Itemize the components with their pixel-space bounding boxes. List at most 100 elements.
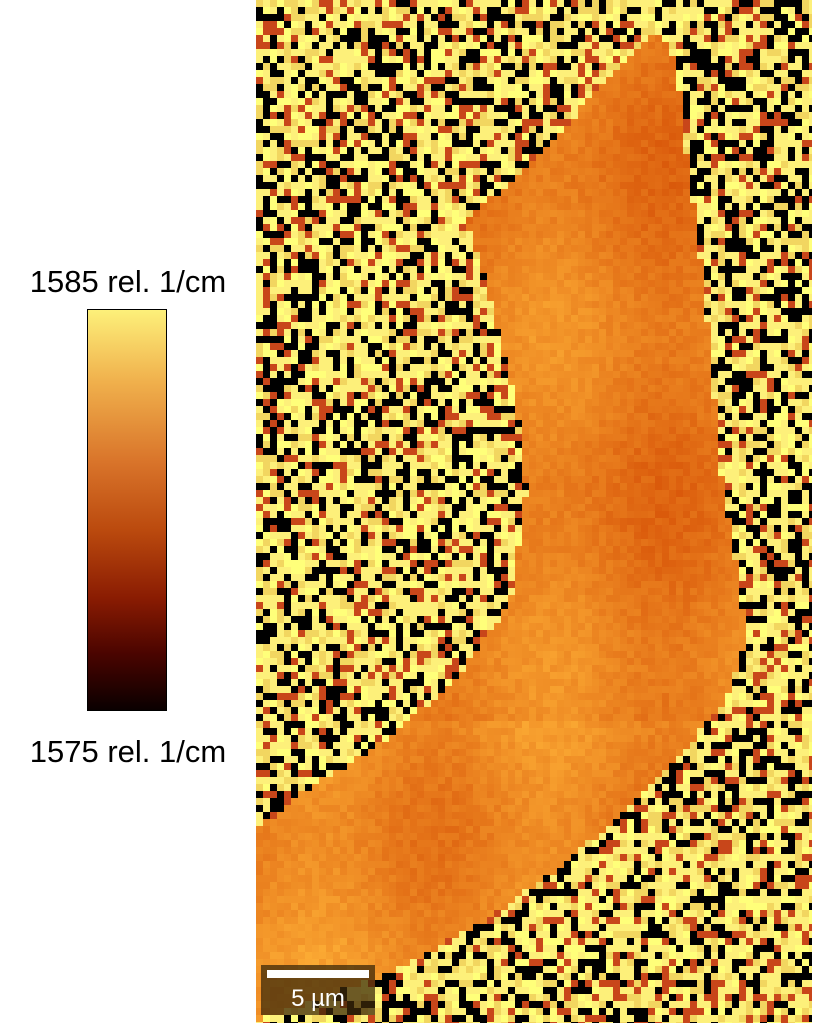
heatmap-cell xyxy=(802,252,809,259)
heatmap-cell xyxy=(263,7,270,14)
heatmap-cell xyxy=(354,56,361,63)
heatmap-cell xyxy=(571,0,578,7)
heatmap-cell xyxy=(403,28,410,35)
heatmap-cell xyxy=(480,189,487,196)
heatmap-cell xyxy=(746,420,753,427)
heatmap-cell xyxy=(788,175,795,182)
heatmap-cell xyxy=(396,224,403,231)
heatmap-cell xyxy=(431,378,438,385)
heatmap-cell xyxy=(676,133,683,140)
heatmap-cell xyxy=(634,392,641,399)
heatmap-cell xyxy=(333,217,340,224)
heatmap-cell xyxy=(263,91,270,98)
heatmap-cell xyxy=(473,203,480,210)
heatmap-cell xyxy=(620,427,627,434)
heatmap-cell xyxy=(550,14,557,21)
heatmap-cell xyxy=(704,56,711,63)
heatmap-cell xyxy=(578,91,585,98)
heatmap-cell xyxy=(354,434,361,441)
heatmap-cell xyxy=(515,224,522,231)
heatmap-cell xyxy=(515,63,522,70)
heatmap-cell xyxy=(424,14,431,21)
heatmap-cell xyxy=(522,182,529,189)
heatmap-cell xyxy=(319,301,326,308)
heatmap-cell xyxy=(410,217,417,224)
heatmap-cell xyxy=(424,91,431,98)
heatmap-cell xyxy=(263,364,270,371)
heatmap-cell xyxy=(753,378,760,385)
heatmap-cell xyxy=(802,133,809,140)
heatmap-cell xyxy=(298,357,305,364)
heatmap-cell xyxy=(746,56,753,63)
heatmap-cell xyxy=(312,70,319,77)
heatmap-cell xyxy=(305,273,312,280)
heatmap-cell xyxy=(739,133,746,140)
heatmap-cell xyxy=(466,385,473,392)
heatmap-cell xyxy=(466,189,473,196)
heatmap-cell xyxy=(753,49,760,56)
heatmap-cell xyxy=(655,98,662,105)
heatmap-cell xyxy=(382,175,389,182)
heatmap-cell xyxy=(438,70,445,77)
heatmap-cell xyxy=(613,147,620,154)
heatmap-cell xyxy=(305,413,312,420)
heatmap-cell xyxy=(473,91,480,98)
heatmap-cell xyxy=(697,147,704,154)
heatmap-cell xyxy=(466,357,473,364)
heatmap-cell xyxy=(347,273,354,280)
heatmap-cell xyxy=(704,294,711,301)
heatmap-cell xyxy=(753,259,760,266)
heatmap-cell xyxy=(690,98,697,105)
heatmap-cell xyxy=(669,77,676,84)
heatmap-cell xyxy=(487,329,494,336)
heatmap-cell xyxy=(354,287,361,294)
heatmap-cell xyxy=(571,385,578,392)
heatmap-cell xyxy=(375,294,382,301)
heatmap-cell xyxy=(641,385,648,392)
heatmap-cell xyxy=(662,350,669,357)
heatmap-cell xyxy=(669,14,676,21)
heatmap-cell xyxy=(417,35,424,42)
heatmap-cell xyxy=(662,259,669,266)
heatmap-cell xyxy=(368,91,375,98)
heatmap-cell xyxy=(368,196,375,203)
heatmap-cell xyxy=(445,329,452,336)
heatmap-cell xyxy=(340,252,347,259)
heatmap-cell xyxy=(732,357,739,364)
heatmap-cell xyxy=(662,308,669,315)
heatmap-cell xyxy=(445,119,452,126)
heatmap-cell xyxy=(270,140,277,147)
heatmap-cell xyxy=(473,161,480,168)
heatmap-cell xyxy=(438,406,445,413)
heatmap-cell xyxy=(676,224,683,231)
heatmap-cell xyxy=(459,7,466,14)
heatmap-cell xyxy=(515,385,522,392)
heatmap-cell xyxy=(718,378,725,385)
heatmap-cell xyxy=(536,154,543,161)
heatmap-cell xyxy=(557,357,564,364)
heatmap-cell xyxy=(739,273,746,280)
heatmap-cell xyxy=(676,329,683,336)
heatmap-cell xyxy=(354,413,361,420)
heatmap-cell xyxy=(438,434,445,441)
heatmap-cell xyxy=(732,154,739,161)
heatmap-cell xyxy=(697,217,704,224)
heatmap-cell xyxy=(732,420,739,427)
heatmap-cell xyxy=(487,266,494,273)
heatmap-cell xyxy=(277,133,284,140)
heatmap-cell xyxy=(473,399,480,406)
heatmap-cell xyxy=(452,266,459,273)
heatmap-cell xyxy=(445,77,452,84)
heatmap-cell xyxy=(557,350,564,357)
heatmap-cell xyxy=(543,280,550,287)
heatmap-cell xyxy=(781,28,788,35)
heatmap-cell xyxy=(361,84,368,91)
heatmap-cell xyxy=(599,168,606,175)
heatmap-cell xyxy=(263,399,270,406)
heatmap-cell xyxy=(396,364,403,371)
heatmap-cell xyxy=(291,259,298,266)
heatmap-cell xyxy=(277,245,284,252)
heatmap-cell xyxy=(403,231,410,238)
heatmap-cell xyxy=(592,28,599,35)
heatmap-cell xyxy=(326,196,333,203)
